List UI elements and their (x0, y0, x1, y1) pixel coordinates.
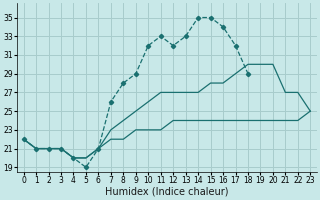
X-axis label: Humidex (Indice chaleur): Humidex (Indice chaleur) (105, 187, 229, 197)
